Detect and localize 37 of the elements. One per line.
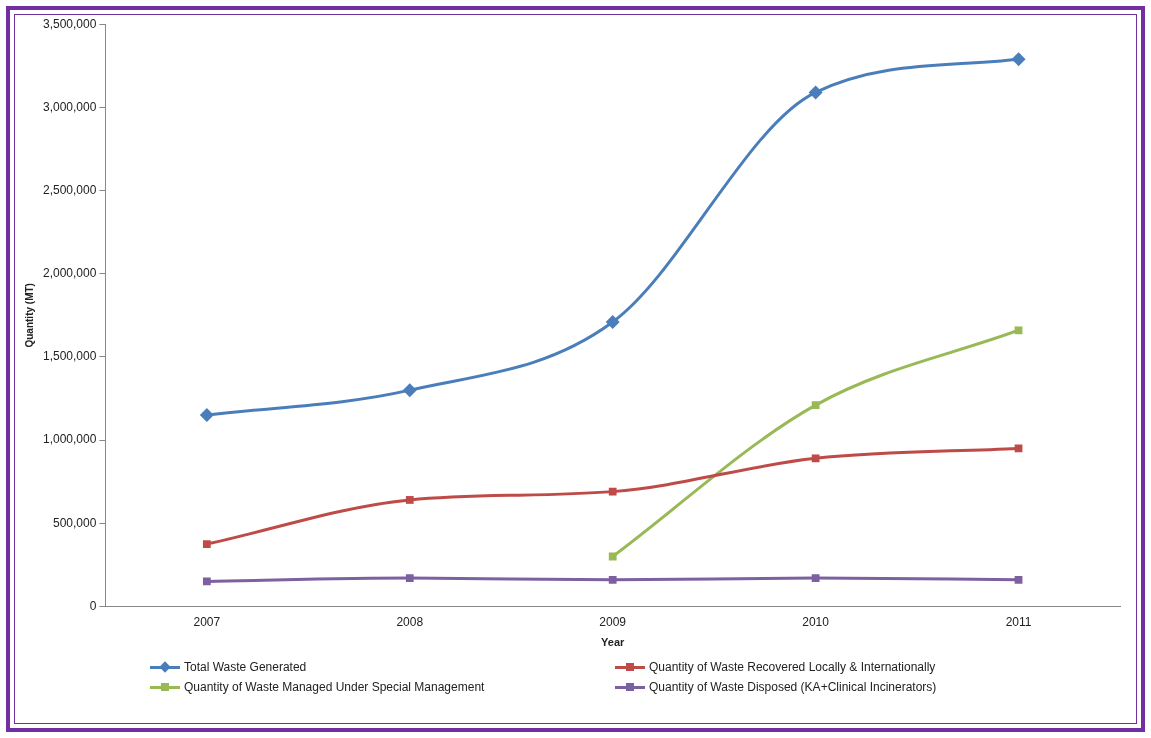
point xyxy=(605,314,620,329)
x-axis-title: Year xyxy=(601,636,626,649)
x-tick-label: 2011 xyxy=(1005,614,1032,629)
y-tick-label: 2,500,000 xyxy=(42,182,97,197)
y-tick-label: 2,000,000 xyxy=(42,266,97,281)
legend-label: Quantity of Waste Recovered Locally & Internationally xyxy=(649,660,936,674)
y-tick-label: 500,000 xyxy=(52,515,97,530)
point xyxy=(811,401,820,410)
point xyxy=(608,487,617,496)
y-tick-label: 1,500,000 xyxy=(42,349,97,364)
point xyxy=(811,454,820,463)
point xyxy=(202,540,211,548)
point xyxy=(1014,444,1023,453)
point xyxy=(405,496,414,504)
y-tick-label: 1,000,000 xyxy=(42,432,97,447)
legend-label: Quantity of Waste Managed Under Special Management xyxy=(184,680,485,694)
point xyxy=(808,85,823,100)
y-axis-title: Quantity (MT) xyxy=(23,283,35,348)
point xyxy=(1014,575,1023,584)
x-tick-label: 2009 xyxy=(599,614,627,629)
point xyxy=(202,577,211,586)
legend-label: Quantity of Waste Disposed (KA+Clinical Incinerators) xyxy=(649,680,937,694)
point xyxy=(405,574,414,583)
y-tick-label: 3,000,000 xyxy=(42,99,97,114)
x-tick-label: 2007 xyxy=(193,614,221,629)
point xyxy=(811,574,820,583)
point xyxy=(199,408,214,423)
x-tick-label: 2008 xyxy=(396,614,424,629)
point xyxy=(402,383,417,398)
point xyxy=(1014,326,1023,335)
x-tick-label: 2010 xyxy=(802,614,830,629)
y-tick-label: 3,500,000 xyxy=(42,16,97,31)
legend-label: Total Waste Generated xyxy=(184,660,307,674)
y-tick-label: 0 xyxy=(89,598,97,613)
point xyxy=(1011,52,1026,67)
point xyxy=(608,552,617,561)
point xyxy=(608,575,617,584)
